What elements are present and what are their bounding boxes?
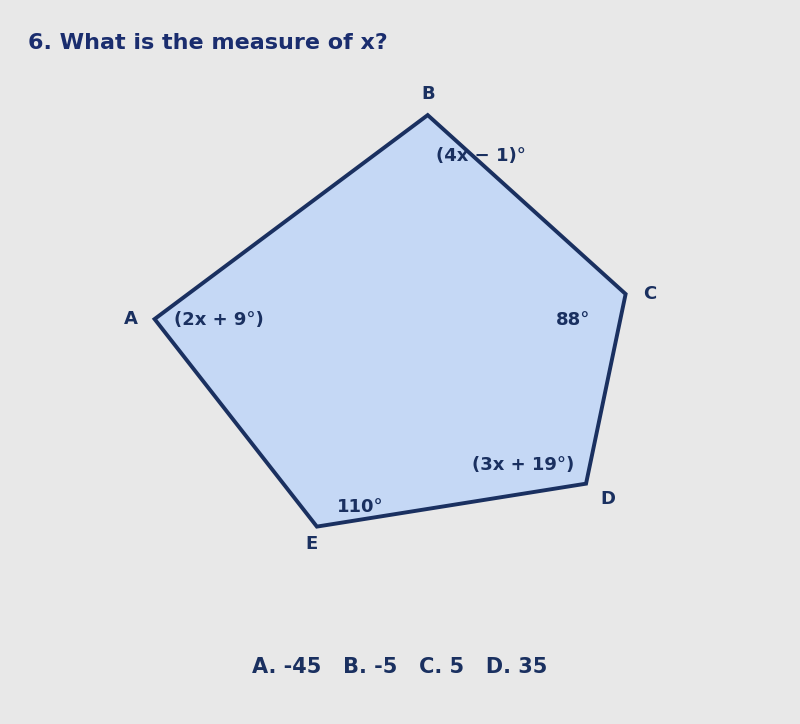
Text: (3x + 19°): (3x + 19°) bbox=[472, 456, 574, 474]
Polygon shape bbox=[154, 115, 626, 526]
Text: A. -45   B. -5   C. 5   D. 35: A. -45 B. -5 C. 5 D. 35 bbox=[252, 657, 548, 677]
Text: C: C bbox=[642, 285, 656, 303]
Text: E: E bbox=[306, 536, 318, 553]
Text: (4x − 1)°: (4x − 1)° bbox=[436, 147, 526, 165]
Text: 88°: 88° bbox=[556, 311, 590, 329]
Text: D: D bbox=[600, 490, 615, 508]
Text: A: A bbox=[124, 310, 138, 328]
Text: 6. What is the measure of x?: 6. What is the measure of x? bbox=[28, 33, 388, 53]
Text: (2x + 9°): (2x + 9°) bbox=[174, 311, 264, 329]
Text: B: B bbox=[421, 85, 434, 103]
Text: 110°: 110° bbox=[337, 498, 383, 516]
